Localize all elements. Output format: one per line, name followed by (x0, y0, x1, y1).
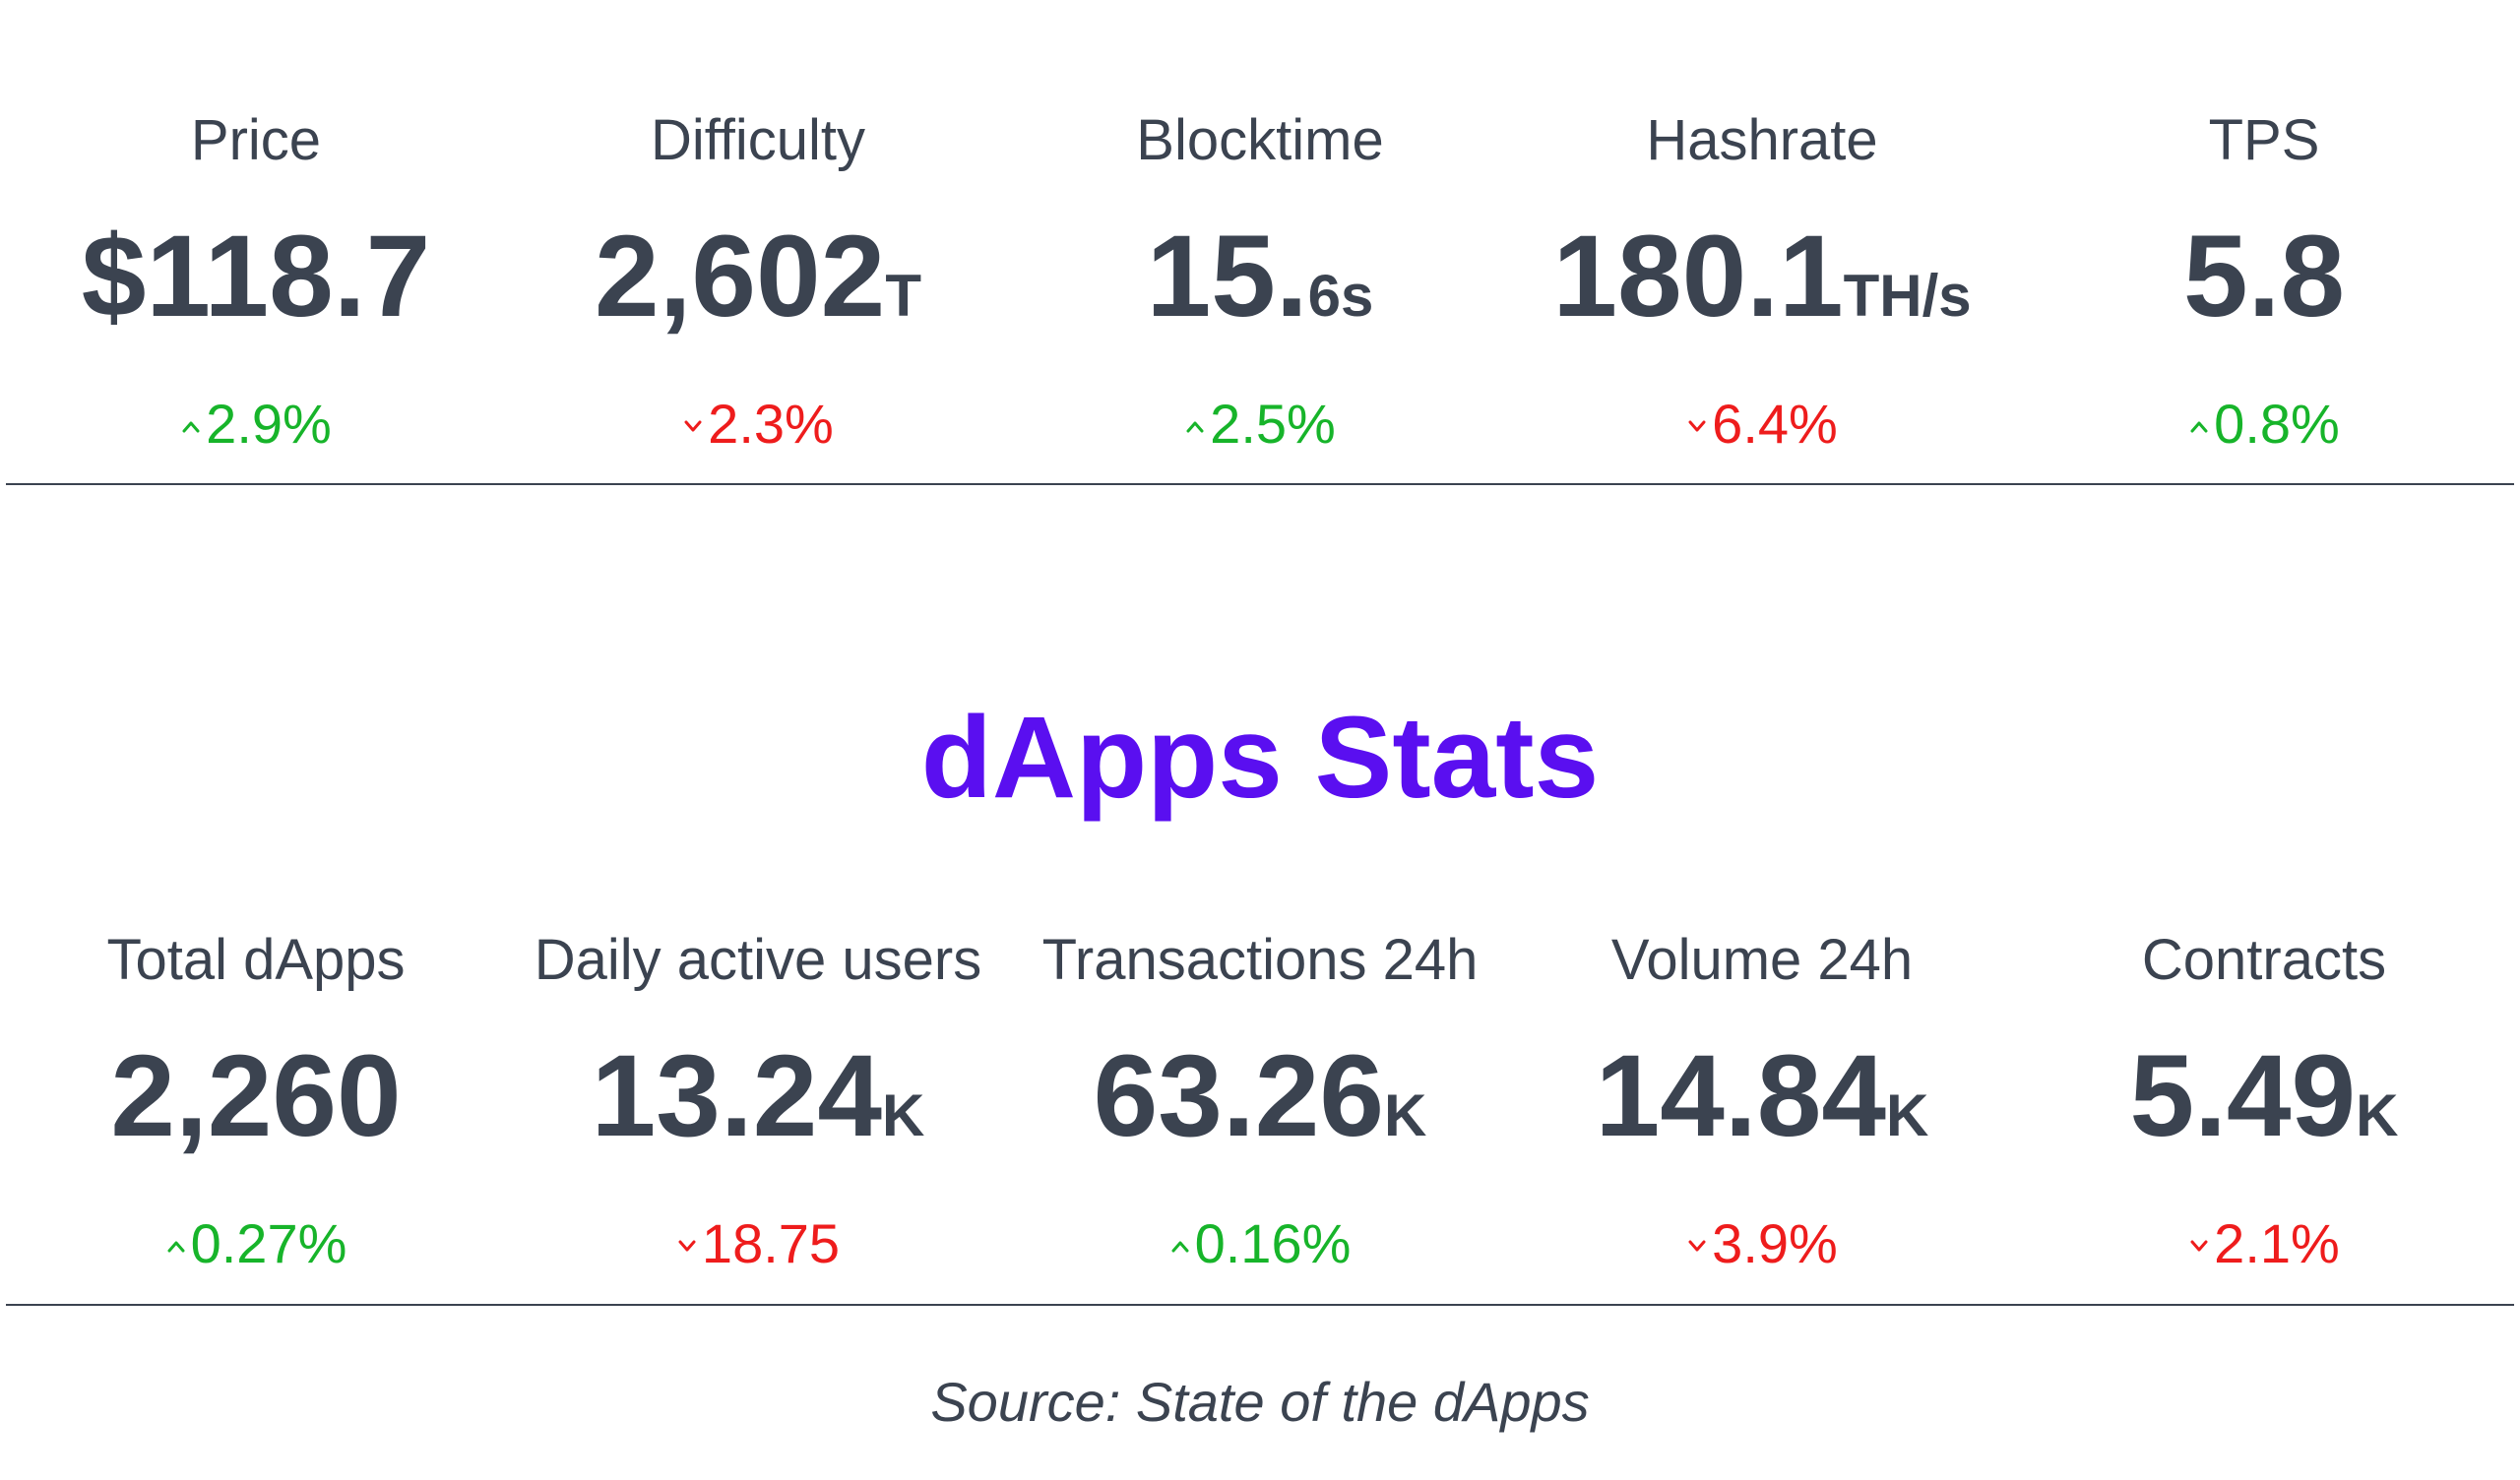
stat-value: 13.24K (507, 1032, 1009, 1180)
stat-change: 2.5% (1009, 390, 1511, 459)
stat-change: 0.8% (2013, 390, 2515, 459)
stat-value: 15.6s (1009, 213, 1511, 360)
caret-up-icon (180, 415, 202, 437)
stat-change: 0.27% (5, 1209, 507, 1278)
divider (6, 483, 2514, 485)
stat-value: 2,602T (507, 213, 1009, 360)
stat-hashrate: Hashrate 180.1TH/s 6.4% (1511, 0, 2013, 492)
stat-price: Price $118.7 2.9% (5, 0, 507, 492)
stat-difficulty: Difficulty 2,602T 2.3% (507, 0, 1009, 492)
caret-up-icon (2188, 415, 2210, 437)
caret-down-icon (1686, 415, 1708, 437)
stat-change-value: 0.8% (2214, 393, 2340, 455)
stat-number: 63.26 (1093, 1031, 1384, 1161)
caret-up-icon (1169, 1235, 1191, 1257)
stat-value: $118.7 (5, 213, 507, 360)
stat-value: 5.8 (2013, 213, 2515, 360)
stat-blocktime: Blocktime 15.6s 2.5% (1009, 0, 1511, 492)
stat-change-value: 2.5% (1210, 393, 1336, 455)
stat-value: 63.26K (1009, 1032, 1511, 1180)
stat-number: 15. (1146, 212, 1308, 341)
stat-number: 5.49 (2129, 1031, 2357, 1161)
stat-number: 2,602 (595, 212, 886, 341)
stat-change-value: 0.16% (1194, 1212, 1352, 1274)
stat-change: 3.9% (1511, 1209, 2013, 1278)
stat-unit: 6s (1307, 263, 1374, 329)
stat-label: Contracts (2141, 928, 2387, 992)
stat-value: 5.49K (2013, 1032, 2515, 1180)
stat-change: 2.3% (507, 390, 1009, 459)
caret-up-icon (165, 1235, 187, 1257)
stat-label: TPS (2208, 108, 2320, 172)
caret-down-icon (682, 415, 704, 437)
stat-number: 180.1 (1552, 212, 1844, 341)
stat-volume-24h: Volume 24h 14.84K 3.9% (1511, 820, 2013, 1312)
stat-number: $118.7 (81, 212, 431, 341)
caret-down-icon (676, 1235, 698, 1257)
stat-change-value: 6.4% (1712, 393, 1838, 455)
stat-value: 180.1TH/s (1511, 213, 2013, 360)
stat-number: 5.8 (2182, 212, 2346, 341)
stat-unit: T (885, 263, 921, 329)
stat-tps: TPS 5.8 0.8% (2013, 0, 2515, 492)
stat-change: 18.75 (507, 1209, 1009, 1278)
stat-label: Difficulty (650, 108, 866, 172)
stat-unit: K (2356, 1082, 2399, 1148)
section-title: dApps Stats (920, 693, 1600, 823)
stat-unit: TH/s (1843, 263, 1972, 329)
caret-down-icon (1686, 1235, 1708, 1257)
dapps-stats-row: Total dApps 2,260 0.27% Daily active users 1… (0, 820, 2520, 1312)
stat-contracts: Contracts 5.49K 2.1% (2013, 820, 2515, 1312)
stat-unit: K (881, 1082, 925, 1148)
stat-label: Total dApps (106, 928, 406, 992)
caret-up-icon (1184, 415, 1206, 437)
stat-number: 2,260 (110, 1031, 402, 1161)
stat-label: Price (190, 108, 322, 172)
divider (6, 1304, 2514, 1306)
stat-value: 2,260 (5, 1032, 507, 1180)
caret-down-icon (2188, 1235, 2210, 1257)
stat-value: 14.84K (1511, 1032, 2013, 1180)
stat-change-value: 2.9% (206, 393, 332, 455)
stat-label: Volume 24h (1610, 928, 1914, 992)
stat-change: 2.1% (2013, 1209, 2515, 1278)
stat-number: 14.84 (1595, 1031, 1886, 1161)
stat-number: 13.24 (591, 1031, 882, 1161)
source-caption: Source: State of the dApps (930, 1371, 1590, 1433)
stat-change-value: 2.1% (2214, 1212, 2340, 1274)
stat-total-dapps: Total dApps 2,260 0.27% (5, 820, 507, 1312)
stat-label: Hashrate (1646, 108, 1878, 172)
network-stats-row: Price $118.7 2.9% Difficulty 2,602T 2.3% Block… (0, 0, 2520, 492)
stat-change-value: 0.27% (190, 1212, 347, 1274)
stat-daily-active-users: Daily active users 13.24K 18.75 (507, 820, 1009, 1312)
stat-change: 6.4% (1511, 390, 2013, 459)
stat-unit: K (1383, 1082, 1427, 1148)
stat-change-value: 3.9% (1712, 1212, 1838, 1274)
stat-unit: K (1885, 1082, 1929, 1148)
stat-transactions-24h: Transactions 24h 63.26K 0.16% (1009, 820, 1511, 1312)
stat-change-value: 18.75 (701, 1212, 841, 1274)
stat-change: 2.9% (5, 390, 507, 459)
stat-change-value: 2.3% (708, 393, 834, 455)
stat-change: 0.16% (1009, 1209, 1511, 1278)
stat-label: Blocktime (1136, 108, 1384, 172)
stat-label: Daily active users (534, 928, 982, 992)
stat-label: Transactions 24h (1041, 928, 1479, 992)
